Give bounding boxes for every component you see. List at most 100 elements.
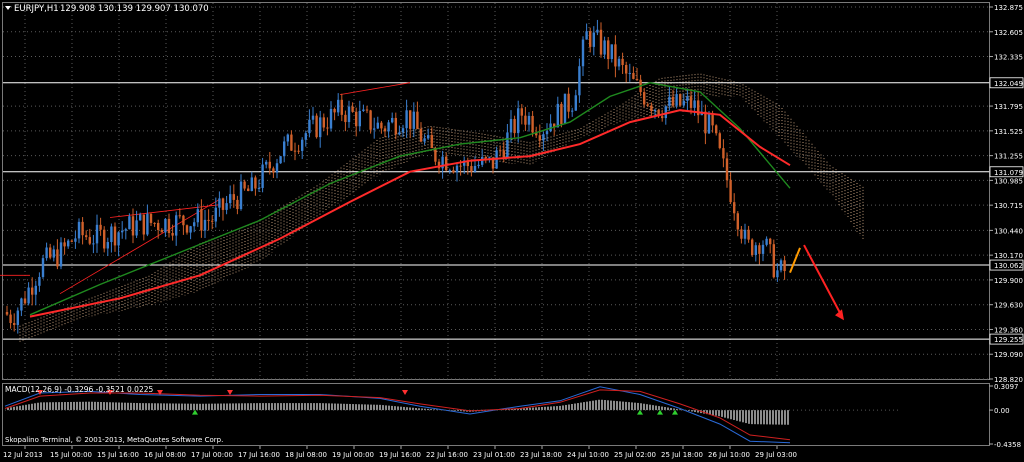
time-label: 23 Jul 01:00 bbox=[473, 451, 515, 459]
time-label: 19 Jul 16:00 bbox=[379, 451, 421, 459]
candle-body bbox=[88, 237, 91, 244]
candle-body bbox=[736, 213, 739, 230]
candle-body bbox=[41, 258, 45, 277]
time-label: 15 Jul 00:00 bbox=[50, 451, 92, 459]
time-label: 23 Jul 18:00 bbox=[520, 451, 562, 459]
candle-body bbox=[92, 243, 95, 245]
candle-body bbox=[214, 207, 217, 222]
candle-body bbox=[373, 128, 376, 130]
candle-body bbox=[56, 249, 59, 267]
forecast-up-arrow bbox=[789, 247, 801, 273]
price-label: 130.985 bbox=[994, 177, 1023, 185]
candle-body bbox=[243, 181, 246, 189]
time-label: 22 Jul 16:00 bbox=[426, 451, 468, 459]
candle-body bbox=[311, 115, 315, 120]
candle-body bbox=[23, 298, 27, 304]
trend-line bbox=[59, 198, 221, 295]
macd-buy-marker-icon bbox=[657, 409, 663, 415]
price-label: 132.335 bbox=[994, 54, 1023, 62]
candle-body bbox=[293, 150, 297, 152]
candle-body bbox=[758, 245, 761, 254]
time-label: 25 Jul 02:00 bbox=[614, 451, 656, 459]
candle-body bbox=[121, 230, 124, 233]
candle-body bbox=[358, 110, 361, 127]
price-label: 132.049 bbox=[994, 80, 1023, 88]
time-label: 19 Jul 00:00 bbox=[332, 451, 374, 459]
candle-body bbox=[466, 160, 469, 167]
candle-body bbox=[765, 238, 768, 245]
candle-body bbox=[117, 232, 120, 246]
macd-axis-label: -0.4358 bbox=[994, 441, 1021, 449]
candle-body bbox=[365, 109, 369, 111]
candle-body bbox=[776, 270, 779, 278]
time-label: 12 Jul 2013 bbox=[3, 451, 43, 459]
candle-body bbox=[319, 117, 322, 138]
candle-body bbox=[355, 111, 358, 127]
candle-body bbox=[146, 213, 149, 235]
candle-body bbox=[711, 113, 714, 126]
candle-body bbox=[592, 32, 595, 47]
macd-buy-marker-icon bbox=[672, 409, 678, 415]
candle-body bbox=[315, 115, 318, 138]
candle-body bbox=[513, 118, 516, 134]
candle-body bbox=[236, 199, 239, 210]
candle-body bbox=[157, 222, 160, 230]
candle-body bbox=[632, 72, 635, 79]
candle-body bbox=[542, 134, 545, 141]
candle-body bbox=[254, 177, 257, 189]
candle-body bbox=[20, 298, 23, 311]
candle-body bbox=[650, 105, 653, 112]
candle-body bbox=[160, 229, 163, 233]
symbol-triangle-icon bbox=[5, 6, 11, 10]
time-label: 24 Jul 10:00 bbox=[567, 451, 609, 459]
candle-body bbox=[139, 214, 142, 221]
candle-body bbox=[308, 119, 311, 134]
chart-header: EURJPY,H1 129.908 130.139 129.907 130.07… bbox=[5, 4, 209, 14]
candle-body bbox=[189, 226, 192, 233]
candle-body bbox=[52, 249, 55, 258]
moving-averages bbox=[29, 81, 791, 318]
macd-buy-marker-icon bbox=[637, 409, 643, 415]
candle-body bbox=[578, 66, 581, 96]
macd-sell-marker-icon bbox=[402, 389, 408, 395]
candle-body bbox=[185, 225, 189, 233]
candle-body bbox=[286, 134, 289, 142]
macd-label: MACD(12,26,9) -0.3296 -0.3521 0.0225 bbox=[5, 385, 153, 394]
candle-body bbox=[434, 148, 437, 162]
candle-body bbox=[779, 260, 783, 271]
candle-body bbox=[74, 238, 77, 242]
candle-body bbox=[729, 180, 732, 203]
grid bbox=[3, 3, 989, 380]
macd-buy-marker-icon bbox=[192, 409, 198, 415]
candle-body bbox=[412, 111, 415, 129]
candle-body bbox=[344, 114, 347, 123]
candle-body bbox=[164, 218, 167, 233]
candle-body bbox=[509, 118, 513, 133]
candle-body bbox=[38, 276, 41, 286]
candle-body bbox=[106, 242, 109, 249]
price-label: 129.900 bbox=[994, 277, 1023, 285]
time-label: 17 Jul 00:00 bbox=[191, 451, 233, 459]
candle-body bbox=[614, 44, 617, 67]
horizontal-lines bbox=[3, 82, 989, 340]
candle-body bbox=[203, 219, 207, 231]
candle-body bbox=[772, 244, 775, 278]
candle-body bbox=[549, 123, 552, 132]
candle-body bbox=[383, 128, 387, 132]
candle-body bbox=[783, 260, 786, 272]
price-label: 128.820 bbox=[994, 376, 1023, 384]
candle-body bbox=[326, 127, 329, 129]
candle-body bbox=[229, 194, 232, 204]
candle-body bbox=[553, 123, 556, 128]
candle-body bbox=[452, 170, 455, 173]
candle-body bbox=[581, 39, 585, 67]
macd-sell-marker-icon bbox=[157, 389, 163, 395]
price-label: 129.255 bbox=[994, 336, 1023, 344]
price-tag bbox=[989, 259, 1024, 271]
candle-body bbox=[643, 92, 646, 105]
candle-body bbox=[409, 110, 412, 129]
candle-body bbox=[574, 95, 577, 111]
candle-body bbox=[131, 216, 135, 236]
